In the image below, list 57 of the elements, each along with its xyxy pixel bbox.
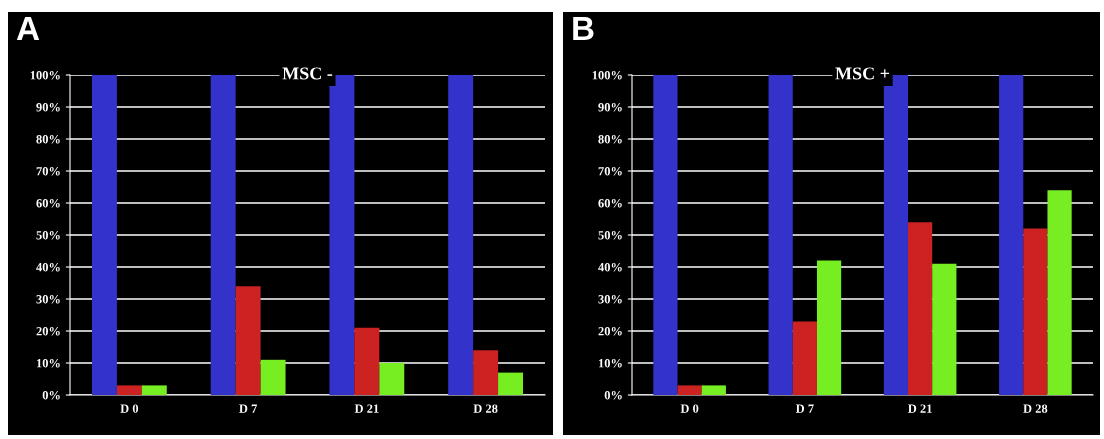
y-tick-label: 40% — [598, 263, 622, 272]
bar — [677, 385, 702, 395]
bar — [235, 286, 261, 395]
text: B — [573, 17, 594, 40]
bar — [768, 75, 793, 395]
y-tick-label: 80% — [598, 135, 622, 144]
text: A — [16, 17, 40, 40]
x-tick-label: D 21 — [354, 404, 379, 413]
y-tick-label: 70% — [598, 167, 622, 176]
y-tick-label: 60% — [598, 199, 622, 208]
y-tick-label: 20% — [598, 327, 622, 336]
y-tick-label: 30% — [598, 295, 622, 304]
x-tick-label: D 0 — [120, 404, 139, 413]
x-tick-label: D 28 — [473, 404, 498, 413]
bar — [1047, 190, 1072, 395]
y-tick-label: 80% — [36, 135, 60, 144]
y-tick-label: 90% — [598, 103, 622, 112]
bar — [210, 75, 236, 395]
y-tick-label: 10% — [36, 359, 60, 368]
bar — [91, 75, 117, 395]
bar — [473, 350, 499, 395]
y-tick-label: 70% — [36, 167, 60, 176]
y-tick-label: 50% — [36, 231, 60, 240]
x-tick-label: D 21 — [908, 404, 932, 413]
bar — [260, 359, 286, 395]
y-tick-label: 90% — [36, 103, 60, 112]
bar — [448, 75, 474, 395]
bar — [116, 385, 142, 395]
y-tick-label: 40% — [36, 263, 60, 272]
chart-title: MSC - — [282, 67, 333, 80]
bar — [329, 75, 355, 395]
bar — [932, 263, 957, 395]
bar — [141, 385, 167, 395]
y-tick-label: 50% — [598, 231, 622, 240]
bar — [908, 222, 933, 395]
y-tick-label: 10% — [598, 359, 622, 368]
chart-title: MSC + — [835, 67, 890, 80]
bar — [354, 327, 380, 395]
bar — [701, 385, 726, 395]
bar — [498, 372, 524, 395]
bar — [1023, 228, 1048, 395]
y-tick-label: 20% — [36, 327, 60, 336]
y-tick-label: 100% — [30, 71, 60, 80]
bar — [379, 363, 405, 395]
y-tick-label: 0% — [42, 391, 60, 400]
x-tick-label: D 0 — [680, 404, 699, 413]
x-tick-label: D 7 — [795, 404, 814, 413]
y-tick-label: 100% — [592, 71, 622, 80]
bar — [816, 260, 842, 395]
y-tick-label: 30% — [36, 295, 60, 304]
y-tick-label: 0% — [604, 391, 622, 400]
x-tick-label: D 28 — [1023, 404, 1048, 413]
x-tick-label: D 7 — [239, 404, 258, 413]
bar — [653, 75, 678, 395]
y-tick-label: 60% — [36, 199, 60, 208]
bar — [792, 321, 817, 395]
bar — [999, 75, 1024, 395]
